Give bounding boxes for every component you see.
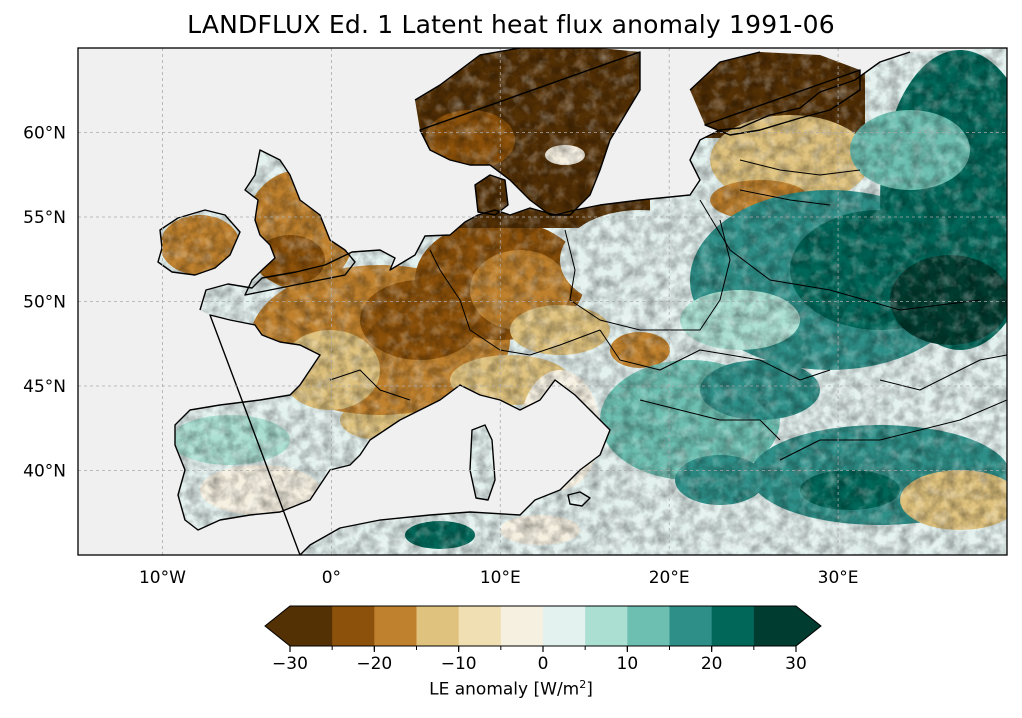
coastlines <box>157 48 1007 555</box>
colorbar-bin <box>416 606 460 646</box>
colorbar-bin <box>711 606 755 646</box>
colorbar-tick-label: −10 <box>441 654 477 674</box>
colorbar-tick-label: −30 <box>272 654 308 674</box>
colorbar-label: LE anomaly [W/m2] <box>429 678 593 700</box>
lon-tick-label: 30°E <box>818 568 859 588</box>
map-title: LANDFLUX Ed. 1 Latent heat flux anomaly … <box>187 10 835 39</box>
lat-tick-label: 45°N <box>23 377 66 397</box>
colorbar-bin <box>753 606 797 646</box>
colorbar-bin <box>374 606 417 646</box>
colorbar-bin <box>290 606 333 646</box>
colorbar-bin <box>500 606 544 646</box>
colorbar-extend-min <box>265 606 290 646</box>
map-frame <box>77 47 1008 556</box>
colorbar-tick-label: 20 <box>701 654 723 674</box>
lon-tick-label: 10°E <box>480 568 521 588</box>
lon-tick-label: 0° <box>322 568 341 588</box>
colorbar-bin <box>332 606 375 646</box>
colorbar-tick-label: 10 <box>617 654 639 674</box>
colorbar-bin <box>585 606 628 646</box>
lon-tick-label: 10°W <box>139 568 186 588</box>
colorbar: −30 −20 −10 0 10 20 30 <box>264 605 822 674</box>
lon-tick-label: 20°E <box>649 568 690 588</box>
colorbar-tick-label: 30 <box>785 654 807 674</box>
lat-tick-label: 40°N <box>23 462 66 482</box>
map-area <box>78 48 1007 555</box>
colorbar-extend-max <box>796 606 821 646</box>
lat-tick-label: 55°N <box>23 208 66 228</box>
latitude-ticks: 40°N 45°N 50°N 55°N 60°N <box>23 124 66 482</box>
colorbar-tick-label: −20 <box>356 654 392 674</box>
longitude-ticks: 10°W 0° 10°E 20°E 30°E <box>139 568 859 588</box>
colorbar-bin <box>627 606 670 646</box>
colorbar-bin <box>543 606 586 646</box>
colorbar-bin <box>669 606 713 646</box>
gridlines <box>78 48 1007 555</box>
lat-tick-label: 50°N <box>23 293 66 313</box>
colorbar-tick-label: 0 <box>538 654 549 674</box>
colorbar-bin <box>458 606 502 646</box>
lat-tick-label: 60°N <box>23 124 66 144</box>
